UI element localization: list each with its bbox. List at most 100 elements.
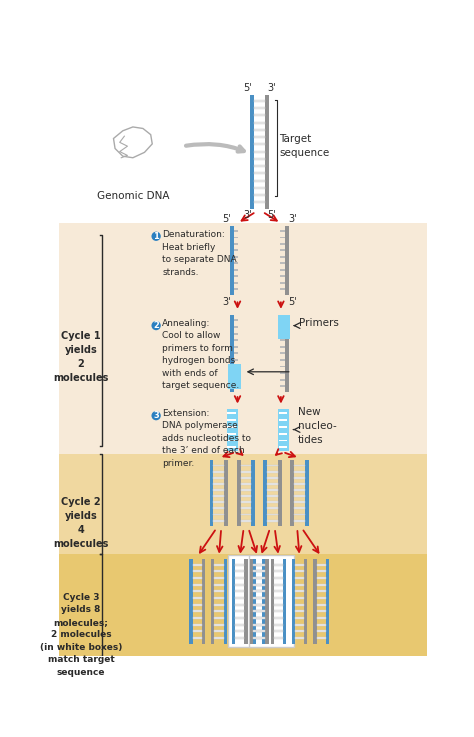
Bar xyxy=(192,624,202,626)
Bar xyxy=(230,315,234,392)
Text: Cycle 2
yields
4
molecules: Cycle 2 yields 4 molecules xyxy=(53,497,109,548)
Bar xyxy=(254,180,264,181)
Bar xyxy=(228,412,236,413)
Bar xyxy=(295,604,304,606)
Bar xyxy=(241,501,251,503)
Bar xyxy=(241,464,251,467)
Bar xyxy=(228,364,241,388)
Bar xyxy=(317,624,326,626)
Bar xyxy=(192,637,202,639)
Text: 2: 2 xyxy=(153,321,159,330)
Bar xyxy=(280,446,285,447)
Bar xyxy=(214,630,224,632)
Bar xyxy=(256,610,265,612)
Bar xyxy=(317,597,326,599)
Bar xyxy=(234,288,238,290)
Bar xyxy=(234,446,238,447)
Bar xyxy=(254,129,264,130)
Bar xyxy=(234,429,238,431)
Bar xyxy=(274,610,283,612)
Bar xyxy=(251,461,255,525)
Text: Annealing:
Cool to allow
primers to form
hydrogen bonds
with ends of
target sequ: Annealing: Cool to allow primers to form… xyxy=(162,318,239,390)
Bar xyxy=(267,489,278,491)
Bar xyxy=(294,477,305,479)
Bar xyxy=(295,584,304,586)
Bar xyxy=(214,564,224,565)
Bar xyxy=(254,194,264,196)
Bar xyxy=(213,489,224,491)
Bar xyxy=(254,144,264,145)
Bar xyxy=(256,577,265,579)
Bar xyxy=(256,564,265,565)
Bar xyxy=(234,413,238,414)
Circle shape xyxy=(152,231,161,241)
Bar xyxy=(274,590,283,593)
Bar xyxy=(253,630,262,632)
Bar xyxy=(267,477,278,479)
Bar xyxy=(59,223,427,454)
Bar xyxy=(190,559,192,643)
Bar xyxy=(234,372,238,374)
Bar xyxy=(192,597,202,599)
Text: 5': 5' xyxy=(267,210,276,220)
Bar xyxy=(278,461,282,525)
Bar xyxy=(234,243,238,245)
Text: Denaturation:
Heat briefly
to separate DNA
strands.: Denaturation: Heat briefly to separate D… xyxy=(162,230,237,276)
Bar xyxy=(317,637,326,639)
Bar xyxy=(274,564,283,565)
Bar xyxy=(214,577,224,579)
Bar xyxy=(267,471,278,472)
Bar xyxy=(295,617,304,619)
Bar xyxy=(290,461,294,525)
Bar xyxy=(234,319,238,321)
Bar xyxy=(279,412,287,413)
Bar xyxy=(256,590,265,593)
Bar xyxy=(228,439,236,441)
Bar xyxy=(213,514,224,515)
Bar xyxy=(228,426,236,427)
Bar xyxy=(274,637,283,639)
FancyBboxPatch shape xyxy=(228,555,273,648)
Text: Cycle 3
yields 8
molecules;
2 molecules
(in white boxes)
match target
sequence: Cycle 3 yields 8 molecules; 2 molecules … xyxy=(40,593,122,677)
Bar xyxy=(213,471,224,472)
Bar xyxy=(253,570,262,572)
Bar xyxy=(280,440,285,442)
Bar xyxy=(253,584,262,586)
Bar xyxy=(292,559,295,643)
Bar xyxy=(192,610,202,612)
Bar xyxy=(280,288,285,290)
Bar xyxy=(295,577,304,579)
Bar xyxy=(254,165,264,167)
Bar xyxy=(213,483,224,485)
Bar xyxy=(254,136,264,138)
Bar xyxy=(305,461,309,525)
Bar xyxy=(294,508,305,509)
Bar xyxy=(253,610,262,612)
Bar xyxy=(280,282,285,284)
Bar xyxy=(262,559,265,643)
Bar xyxy=(295,637,304,639)
Bar xyxy=(234,269,238,270)
Bar xyxy=(234,435,238,436)
Bar xyxy=(317,564,326,565)
Bar xyxy=(192,577,202,579)
Bar xyxy=(254,107,264,109)
Bar xyxy=(280,352,285,354)
Text: 3': 3' xyxy=(243,210,251,220)
Bar xyxy=(279,447,287,448)
Bar xyxy=(267,495,278,497)
Bar xyxy=(294,489,305,491)
Bar xyxy=(254,122,264,124)
Bar xyxy=(274,630,283,632)
Bar xyxy=(274,577,283,579)
Bar xyxy=(214,570,224,572)
Bar xyxy=(253,597,262,599)
Bar xyxy=(230,409,234,451)
Text: Extension:
DNA polymerase
adds nucleotides to
the 3’ end of each
primer.: Extension: DNA polymerase adds nucleotid… xyxy=(162,409,251,468)
Bar xyxy=(235,590,245,593)
Bar xyxy=(214,604,224,606)
Bar xyxy=(294,514,305,515)
Bar xyxy=(265,559,268,643)
Bar xyxy=(280,332,285,335)
Bar xyxy=(253,604,262,606)
